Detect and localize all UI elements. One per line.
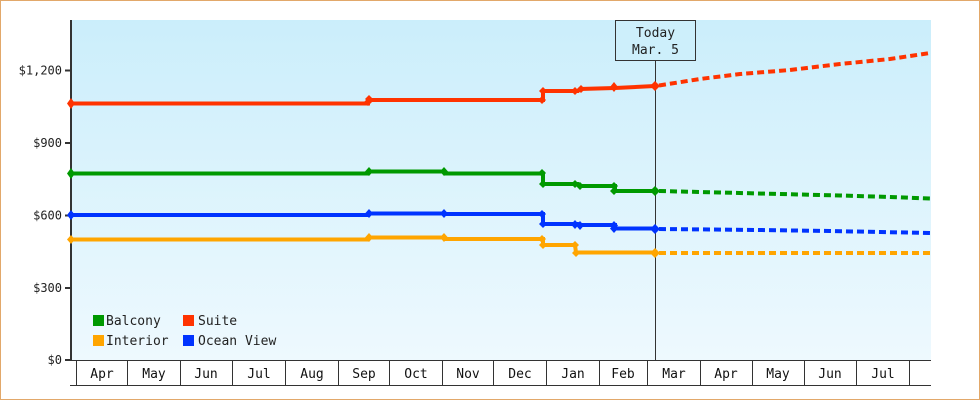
x-tick-jun-2: Jun bbox=[818, 367, 841, 382]
legend-swatch-ocean-view bbox=[183, 335, 194, 346]
x-tick-mar: Mar bbox=[662, 367, 686, 382]
legend-item-interior[interactable]: Interior bbox=[93, 334, 169, 349]
legend-label-suite: Suite bbox=[198, 314, 237, 329]
x-tick-apr: Apr bbox=[90, 367, 114, 382]
legend-label-ocean-view: Ocean View bbox=[198, 334, 276, 349]
legend: Balcony Suite Interior Ocean View bbox=[93, 314, 276, 349]
x-tick-jul: Jul bbox=[247, 367, 270, 382]
x-tick-jan: Jan bbox=[561, 367, 584, 382]
series-ocean-view[interactable] bbox=[67, 209, 931, 235]
x-tick-nov: Nov bbox=[456, 367, 480, 382]
legend-swatch-balcony bbox=[93, 315, 104, 326]
today-marker: Today Mar. 5 bbox=[615, 20, 696, 360]
x-tick-jul-2: Jul bbox=[871, 367, 894, 382]
legend-item-suite[interactable]: Suite bbox=[183, 314, 237, 329]
y-tick-900: $900 bbox=[33, 136, 62, 150]
legend-label-balcony: Balcony bbox=[106, 314, 161, 329]
today-label: Today bbox=[636, 26, 675, 41]
series-suite[interactable] bbox=[67, 51, 931, 109]
series-interior[interactable] bbox=[67, 233, 930, 258]
y-tick-0: $0 bbox=[48, 353, 62, 367]
x-tick-may-2: May bbox=[766, 367, 790, 382]
x-tick-oct: Oct bbox=[404, 367, 427, 382]
today-date: Mar. 5 bbox=[632, 43, 679, 58]
x-tick-apr-2: Apr bbox=[714, 367, 738, 382]
x-axis-labels: Apr May Jun Jul Aug Sep Oct Nov Dec Jan … bbox=[90, 367, 894, 382]
y-tick-600: $600 bbox=[33, 209, 62, 223]
x-tick-sep: Sep bbox=[352, 367, 376, 382]
x-tick-aug: Aug bbox=[300, 367, 323, 382]
x-tick-jun: Jun bbox=[194, 367, 217, 382]
x-tick-may: May bbox=[142, 367, 166, 382]
y-axis: $1,200 $900 $600 $300 $0 bbox=[19, 20, 72, 367]
legend-swatch-suite bbox=[183, 315, 194, 326]
y-tick-300: $300 bbox=[33, 281, 62, 295]
series-balcony[interactable] bbox=[67, 167, 931, 201]
legend-swatch-interior bbox=[93, 335, 104, 346]
x-axis bbox=[70, 360, 931, 386]
x-tick-dec: Dec bbox=[508, 367, 531, 382]
plot-area bbox=[71, 20, 931, 360]
legend-label-interior: Interior bbox=[106, 334, 169, 349]
y-tick-1200: $1,200 bbox=[19, 64, 62, 78]
legend-item-ocean-view[interactable]: Ocean View bbox=[183, 334, 276, 349]
x-tick-feb: Feb bbox=[611, 367, 635, 382]
legend-item-balcony[interactable]: Balcony bbox=[93, 314, 161, 329]
